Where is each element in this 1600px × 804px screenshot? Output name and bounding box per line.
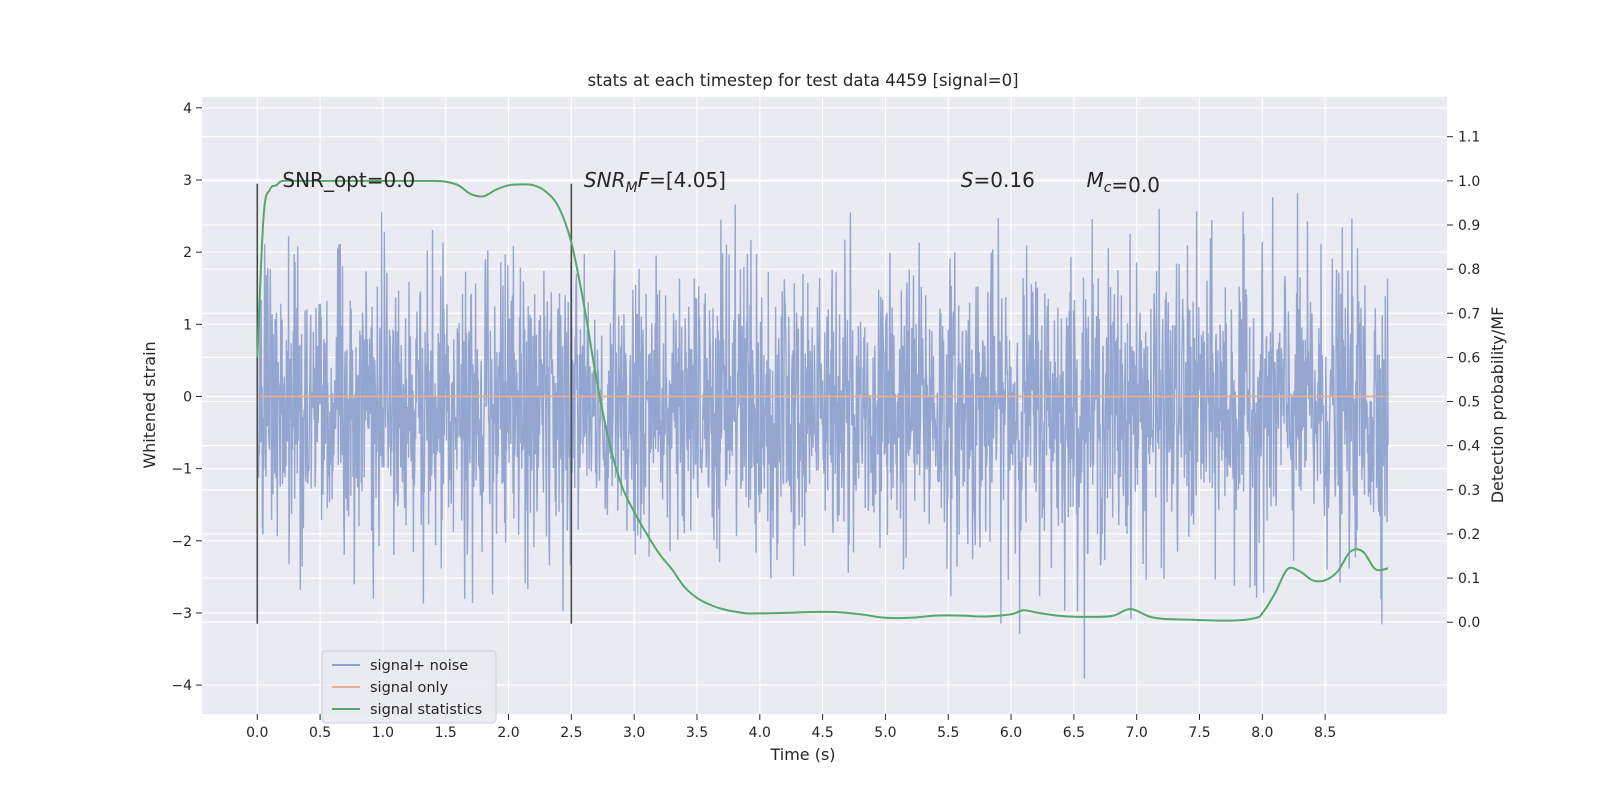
y2-tick-label: 1.1 — [1458, 130, 1480, 146]
signal-statistics-layer — [256, 179, 1389, 622]
y-axis-label: Whitened strain — [140, 341, 159, 468]
annotation-label: SNRMF=[4.05] — [584, 168, 726, 196]
y2-tick-label: 0.9 — [1458, 218, 1480, 234]
y-tick-label: 3 — [183, 173, 192, 189]
y2-tick-label: 0.6 — [1458, 350, 1480, 366]
y-tick-label: −1 — [171, 462, 192, 478]
y-tick-label: 1 — [183, 317, 192, 333]
x-tick-label: 0.0 — [246, 725, 268, 741]
legend-label: signal statistics — [370, 702, 482, 718]
y2-tick-label: 0.4 — [1458, 439, 1480, 455]
x-tick-label: 6.0 — [1000, 725, 1022, 741]
y2-tick-label: 0.3 — [1458, 483, 1480, 499]
y2-tick-label: 0.2 — [1458, 527, 1480, 543]
y-tick-label: 0 — [183, 389, 192, 405]
x-tick-label: 5.0 — [874, 725, 896, 741]
x-tick-label: 8.5 — [1314, 725, 1336, 741]
axis-layer: 0.0 0.5 1.0 1.5 2.0 2.5 3.0 3.5 4.0 4.5 5.0 5.5 6.0 6… — [171, 101, 1480, 741]
x-tick-label: 4.0 — [749, 725, 771, 741]
signal-statistics-line — [256, 179, 1389, 622]
annotation-layer: SNR_opt=0.0 SNRMF=[4.05] S=0.16 Mc=0.0 — [282, 168, 1160, 197]
chart-title: stats at each timestep for test data 445… — [587, 71, 1018, 90]
annotation-label: S=0.16 — [961, 168, 1035, 192]
y-tick-label: 4 — [183, 101, 192, 117]
x-tick-label: 7.0 — [1126, 725, 1148, 741]
x-tick-label: 3.5 — [686, 725, 708, 741]
x-tick-label: 4.5 — [811, 725, 833, 741]
x-tick-label: 7.5 — [1188, 725, 1210, 741]
x-tick-label: 1.5 — [435, 725, 457, 741]
x-tick-label: 3.0 — [623, 725, 645, 741]
y2-tick-label: 0.7 — [1458, 306, 1480, 322]
annotation-label: SNR_opt=0.0 — [282, 168, 415, 192]
x-tick-label: 5.5 — [937, 725, 959, 741]
x-tick-label: 1.0 — [372, 725, 394, 741]
x-tick-label: 0.5 — [309, 725, 331, 741]
legend: signal+ noise signal only signal statistic… — [321, 650, 497, 724]
y2-tick-label: 0.0 — [1458, 615, 1480, 631]
y2-tick-label: 1.0 — [1458, 174, 1480, 190]
legend-label: signal only — [370, 680, 449, 696]
signal-plus-noise-trace — [256, 193, 1389, 679]
x-tick-label: 2.5 — [560, 725, 582, 741]
legend-box — [321, 650, 497, 724]
y-tick-label: −4 — [171, 678, 192, 694]
y2-tick-label: 0.5 — [1458, 395, 1480, 411]
x-tick-label: 6.5 — [1063, 725, 1085, 741]
y-tick-label: −3 — [171, 606, 192, 622]
legend-label: signal+ noise — [370, 658, 468, 674]
x-tick-label: 2.0 — [497, 725, 519, 741]
noise-trace-layer — [256, 193, 1389, 679]
y-tick-label: −2 — [171, 534, 192, 550]
vline-layer — [256, 183, 573, 624]
x-axis-label: Time (s) — [769, 745, 835, 764]
y-tick-label: 2 — [183, 245, 192, 261]
y2-tick-label: 0.8 — [1458, 262, 1480, 278]
y2-tick-label: 0.1 — [1458, 571, 1480, 587]
annotation-label: Mc=0.0 — [1086, 168, 1160, 197]
x-tick-label: 8.0 — [1251, 725, 1273, 741]
y2-axis-label: Detection probability/MF — [1488, 307, 1507, 504]
